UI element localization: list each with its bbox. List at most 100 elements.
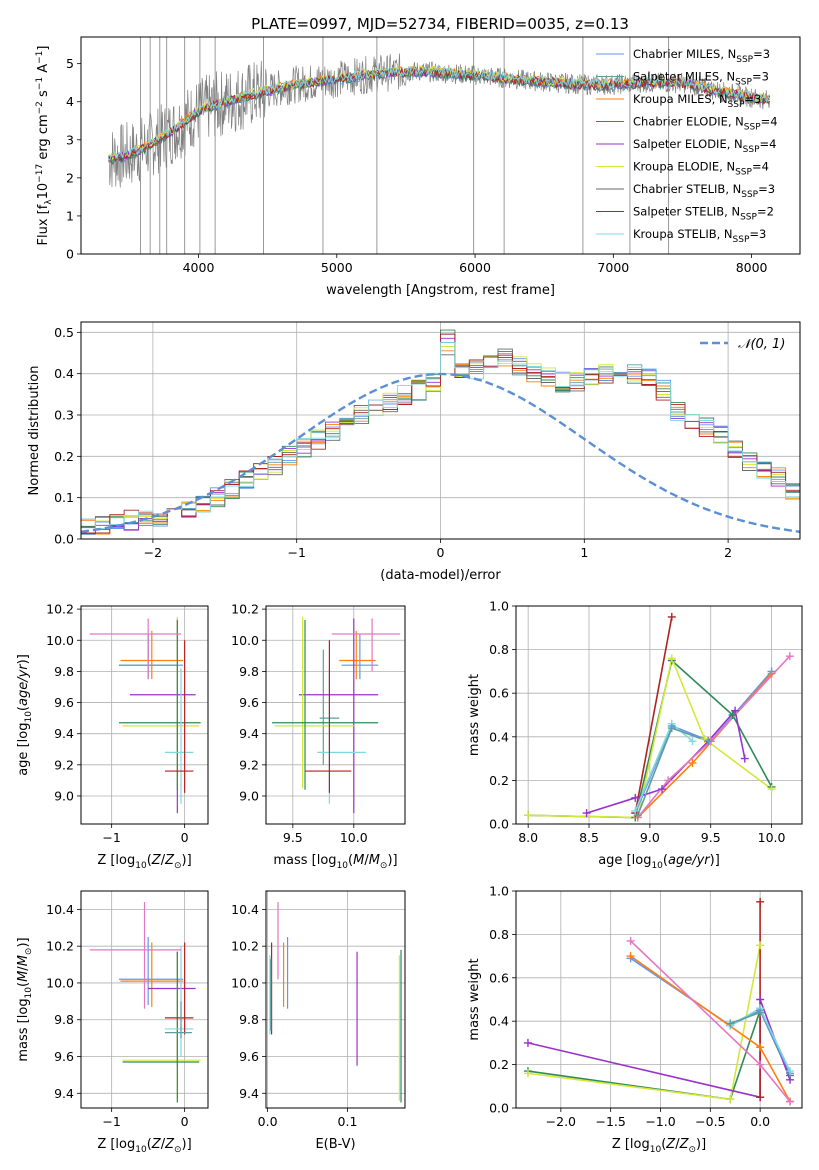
y-tick-label: 9.6 <box>239 695 259 710</box>
y-tick-label: 0.8 <box>489 642 509 657</box>
y-tick-label: 9.2 <box>239 757 259 772</box>
data-point-marker <box>633 811 642 820</box>
y-tick-label: 0.0 <box>54 532 74 547</box>
data-point-marker <box>786 1097 795 1106</box>
panel-massweight-vs-age: 8.0 8.5 9.0 9.5 10.0 0.0 0.2 0.4 0.6 0.8 1.0 age [l… <box>467 599 803 871</box>
data-point-marker <box>667 612 676 621</box>
y-tick-label: 0.1 <box>54 490 74 505</box>
legend-entry: Kroupa ELODIE, NSSP=4 <box>633 160 769 178</box>
data-point-marker <box>728 711 737 719</box>
legend-entry: Salpeter STELIB, NSSP=2 <box>633 205 774 223</box>
data-point-marker <box>785 652 794 661</box>
residual-histogram <box>81 337 800 535</box>
axes-frame <box>80 605 209 825</box>
y-axis-label: mass weight <box>467 674 482 756</box>
legend-entry: Salpeter ELODIE, NSSP=4 <box>633 137 776 155</box>
axes-frame <box>515 605 803 825</box>
data-point-marker <box>631 806 640 815</box>
panel-mass-vs-Z: −1 0 9.4 9.6 9.8 10.0 10.2 10.4 Z [log10(Z/Z⊙)] m… <box>16 890 209 1155</box>
data-point-marker <box>756 1008 765 1017</box>
data-point-marker <box>786 1067 795 1076</box>
y-tick-label: 0.4 <box>54 366 74 381</box>
axes-frame <box>80 321 801 540</box>
y-tick-label: 9.8 <box>54 664 74 679</box>
y-tick-label: 3 <box>66 132 74 147</box>
y-tick-label: 9.0 <box>239 788 259 803</box>
data-point-marker <box>726 1095 735 1104</box>
y-tick-label: 0.2 <box>54 449 74 464</box>
series-line <box>634 670 773 814</box>
x-tick-label: 8000 <box>736 260 768 275</box>
y-tick-label: 9.0 <box>54 788 74 803</box>
plot-area <box>516 606 802 824</box>
y-tick-label: 0.2 <box>489 1057 509 1072</box>
axes-frame <box>515 890 803 1109</box>
legend-entry: Kroupa MILES, NSSP=3 <box>633 92 761 110</box>
x-tick-label: 9.5 <box>283 830 303 845</box>
data-point-marker <box>524 811 533 820</box>
y-axis-label: mass [log10(M/M⊙)] <box>16 937 34 1061</box>
x-tick-label: 2 <box>724 545 732 560</box>
data-point-marker <box>756 941 765 950</box>
plot-area <box>108 37 771 254</box>
x-tick-label: 7000 <box>597 260 629 275</box>
x-tick-label: 0.0 <box>258 1114 278 1129</box>
data-point-marker <box>704 737 713 746</box>
model-spectrum-line <box>108 65 770 161</box>
panel-mass-vs-ebv: 0.0 0.1 9.4 9.6 9.8 10.0 10.2 10.4 E(B-V) <box>231 890 406 1152</box>
axes-frame <box>80 890 209 1109</box>
panel-massweight-vs-Z: −2.0 −1.5 −1.0 −0.5 0.0 0.0 0.2 0.4 0.6 0.8 1.0 Z [… <box>467 884 803 1155</box>
y-tick-label: 10.2 <box>46 602 74 617</box>
axes-frame <box>80 36 801 255</box>
residual-histogram <box>81 348 800 527</box>
x-axis-label: mass [log10(M/M⊙)] <box>273 853 397 871</box>
y-tick-label: 0.2 <box>489 773 509 788</box>
x-axis-label: wavelength [Angstrom, rest frame] <box>326 283 555 298</box>
y-tick-label: 1.0 <box>489 599 509 614</box>
legend-entry: Chabrier STELIB, NSSP=3 <box>633 182 775 200</box>
data-point-marker <box>688 758 697 767</box>
series-line <box>637 655 791 819</box>
y-tick-label: 5 <box>66 56 74 71</box>
x-tick-label: 0 <box>181 830 189 845</box>
y-tick-label: 0.3 <box>54 408 74 423</box>
axes-frame <box>265 605 406 825</box>
data-point-marker <box>756 1093 765 1102</box>
data-point-marker <box>731 706 740 715</box>
data-point-marker <box>740 754 749 763</box>
legend-entry: Salpeter MILES, NSSP=3 <box>633 70 769 88</box>
data-point-marker <box>767 785 776 794</box>
data-point-marker <box>756 1043 765 1052</box>
y-tick-label: 9.4 <box>54 1086 74 1101</box>
data-point-marker <box>667 654 676 663</box>
panel-spectrum: 4000 5000 6000 7000 8000 0 1 2 3 4 5 Chabrier MILES… <box>35 36 801 298</box>
y-tick-label: 9.4 <box>239 1086 259 1101</box>
x-tick-label: 5000 <box>321 260 353 275</box>
y-tick-label: 9.8 <box>239 1012 259 1027</box>
y-tick-label: 10.2 <box>231 602 259 617</box>
data-point-marker <box>626 952 635 961</box>
x-tick-label: −1 <box>102 1114 120 1129</box>
data-point-marker <box>726 1019 735 1028</box>
x-tick-label: 8.5 <box>579 830 599 845</box>
y-tick-label: 0.6 <box>489 686 509 701</box>
y-tick-label: 2 <box>66 170 74 185</box>
y-tick-label: 0.5 <box>54 325 74 340</box>
data-point-marker <box>523 1069 532 1078</box>
x-tick-label: −1 <box>287 545 305 560</box>
series-line <box>586 708 746 814</box>
data-point-marker <box>658 785 667 794</box>
residual-histogram <box>81 346 800 522</box>
data-point-marker <box>667 724 676 733</box>
series-line <box>634 616 673 814</box>
plot-area <box>266 606 405 824</box>
y-tick-label: 0.6 <box>489 970 509 985</box>
x-axis-label: Z [log10(Z/Z⊙)] <box>97 1137 191 1155</box>
data-point-marker <box>756 897 765 906</box>
plot-area <box>81 322 800 539</box>
x-tick-label: −1 <box>102 830 120 845</box>
x-tick-label: −1.0 <box>645 1114 675 1129</box>
x-tick-label: 0 <box>181 1114 189 1129</box>
data-point-marker <box>523 1038 532 1047</box>
